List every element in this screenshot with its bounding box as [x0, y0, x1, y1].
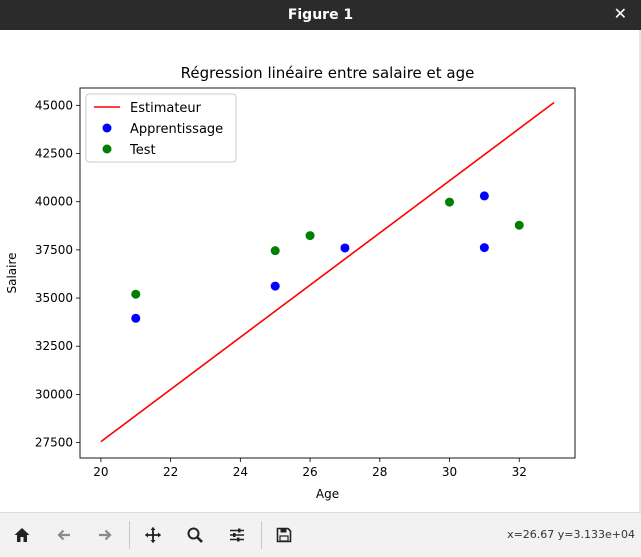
- toolbar-separator: [261, 521, 262, 549]
- y-tick-label: 40000: [35, 195, 73, 209]
- chart-title: Régression linéaire entre salaire et age: [181, 64, 475, 82]
- y-tick-label: 32500: [35, 339, 73, 353]
- legend-entry-label: Estimateur: [130, 101, 202, 116]
- close-icon[interactable]: ✕: [614, 4, 627, 23]
- y-tick-label: 27500: [35, 436, 73, 450]
- y-tick-label: 45000: [35, 98, 73, 112]
- x-tick-label: 26: [302, 465, 317, 479]
- window-titlebar: Figure 1 ✕: [0, 0, 641, 30]
- window-title: Figure 1: [288, 7, 353, 23]
- back-arrow-icon[interactable]: [51, 522, 77, 548]
- pan-move-icon[interactable]: [140, 522, 166, 548]
- train-point: [480, 191, 489, 200]
- y-tick-label: 37500: [35, 243, 73, 257]
- test-point: [445, 198, 454, 207]
- scatter-chart: Régression linéaire entre salaire et age…: [0, 30, 641, 512]
- x-tick-label: 30: [442, 465, 457, 479]
- legend-marker-swatch: [103, 124, 112, 133]
- x-axis-label: Age: [316, 487, 339, 501]
- forward-arrow-icon[interactable]: [92, 522, 118, 548]
- y-tick-label: 42500: [35, 147, 73, 161]
- home-icon[interactable]: [9, 522, 35, 548]
- x-tick-label: 28: [372, 465, 387, 479]
- y-tick-label: 35000: [35, 291, 73, 305]
- train-point: [340, 243, 349, 252]
- legend-entry-label: Test: [129, 143, 156, 158]
- save-icon[interactable]: [271, 522, 297, 548]
- y-tick-label: 30000: [35, 387, 73, 401]
- x-tick-label: 20: [93, 465, 108, 479]
- navigation-toolbar: x=26.67 y=3.133e+04: [0, 512, 641, 557]
- train-point: [131, 314, 140, 323]
- legend-entry-label: Apprentissage: [130, 122, 223, 137]
- x-tick-label: 32: [512, 465, 527, 479]
- train-point: [480, 243, 489, 252]
- x-tick-label: 24: [233, 465, 248, 479]
- x-tick-label: 22: [163, 465, 178, 479]
- cursor-coordinates: x=26.67 y=3.133e+04: [507, 528, 635, 541]
- test-point: [306, 231, 315, 240]
- test-point: [271, 246, 280, 255]
- figure-canvas: Régression linéaire entre salaire et age…: [0, 30, 641, 512]
- toolbar-separator: [129, 521, 130, 549]
- test-point: [515, 221, 524, 230]
- train-point: [271, 282, 280, 291]
- configure-subplots-icon[interactable]: [224, 522, 250, 548]
- test-point: [131, 290, 140, 299]
- y-axis-label: Salaire: [5, 252, 19, 293]
- zoom-magnifier-icon[interactable]: [182, 522, 208, 548]
- legend-marker-swatch: [103, 145, 112, 154]
